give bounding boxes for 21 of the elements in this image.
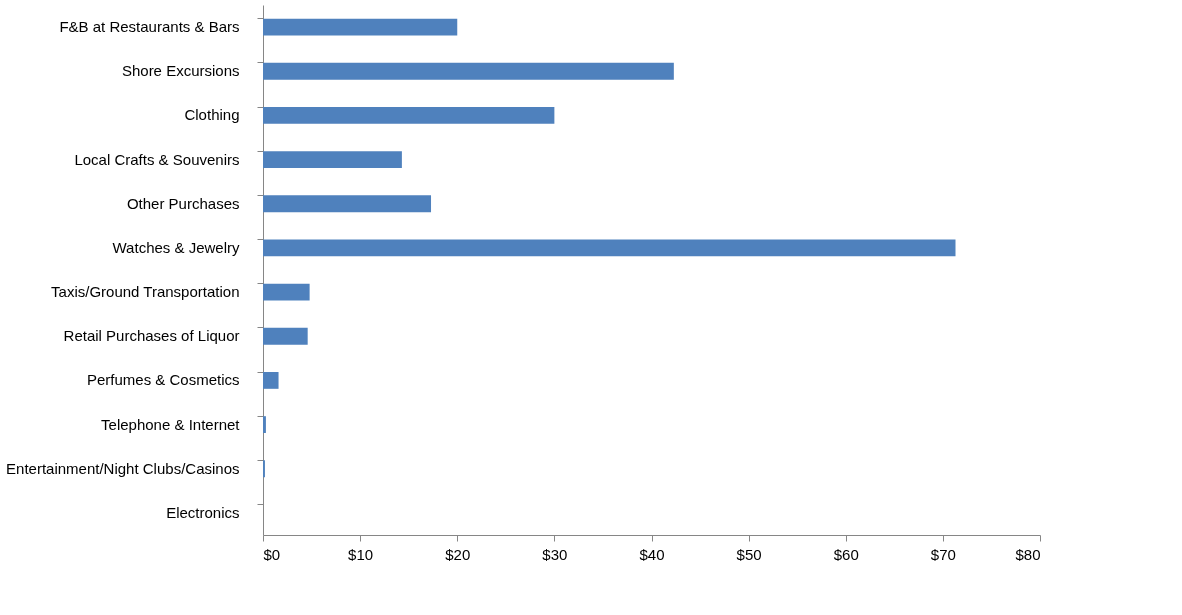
x-tick-label: $30 xyxy=(542,545,568,563)
x-tick-label: $50 xyxy=(736,545,762,563)
y-tick-label: Clothing xyxy=(184,106,240,124)
y-tick-label: Electronics xyxy=(166,503,240,521)
y-tick-label: Shore Excursions xyxy=(121,62,240,80)
y-tick-label: Local Crafts & Souvenirs xyxy=(74,150,240,168)
y-tick-label: Watches & Jewelry xyxy=(112,238,240,256)
x-tick-label: $80 xyxy=(1015,545,1041,563)
x-tick-label: $20 xyxy=(445,545,471,563)
x-tick-label: $40 xyxy=(639,545,665,563)
y-tick-label: Entertainment/Night Clubs/Casinos xyxy=(6,459,240,477)
y-tick-label: Other Purchases xyxy=(126,194,240,212)
y-tick-label: Perfumes & Cosmetics xyxy=(86,371,240,389)
x-tick-label: $70 xyxy=(930,545,956,563)
y-tick-label: Telephone & Internet xyxy=(101,415,241,433)
x-tick-label: $0 xyxy=(263,545,281,563)
y-tick-label: Taxis/Ground Transportation xyxy=(51,283,240,301)
x-tick-label: $10 xyxy=(348,545,374,563)
y-tick-label: Retail Purchases of Liquor xyxy=(63,327,240,345)
y-tick-label: F&B at Restaurants & Bars xyxy=(59,18,240,36)
x-tick-label: $60 xyxy=(833,545,859,563)
